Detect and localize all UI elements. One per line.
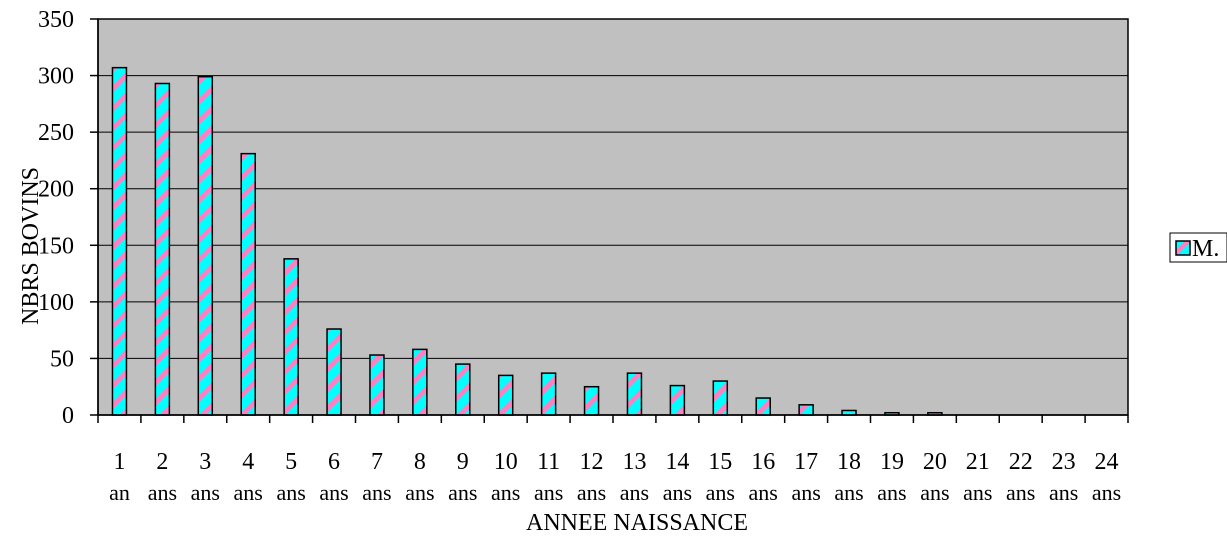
x-tick-label: 1 bbox=[113, 449, 125, 475]
x-tick-unit-label: ans bbox=[234, 480, 263, 505]
x-tick-label: 2 bbox=[156, 449, 168, 475]
bar bbox=[326, 328, 342, 416]
bar bbox=[798, 404, 814, 416]
x-tick-unit-label: ans bbox=[620, 480, 649, 505]
y-tick-label: 250 bbox=[38, 120, 74, 146]
x-tick-unit-label: ans bbox=[877, 480, 906, 505]
x-tick-label: 22 bbox=[1009, 449, 1033, 475]
bar bbox=[712, 380, 729, 416]
x-tick-unit-label: ans bbox=[963, 480, 992, 505]
y-tick-label: 0 bbox=[62, 403, 74, 429]
x-tick-unit-label: ans bbox=[405, 480, 434, 505]
x-tick-unit-label: ans bbox=[663, 480, 692, 505]
legend-swatch bbox=[1175, 240, 1191, 256]
gridlines bbox=[98, 75, 1128, 359]
x-tick-label: 5 bbox=[285, 449, 297, 475]
legend: M. bbox=[1169, 232, 1227, 263]
x-tick-unit-label: ans bbox=[491, 480, 520, 505]
x-tick-label: 17 bbox=[794, 449, 818, 475]
x-tick-unit-label: ans bbox=[749, 480, 778, 505]
y-tick-label: 100 bbox=[38, 290, 74, 316]
x-tick-unit-label: ans bbox=[834, 480, 863, 505]
bar bbox=[540, 372, 557, 416]
x-tick-label: 19 bbox=[880, 449, 904, 475]
bar bbox=[583, 385, 600, 416]
x-tick-labels: 1 an 2 ans 3 ans 4 ans 5 ans 6 ans 7 ans 8 ans 9 ans 10 ans… bbox=[109, 449, 1121, 505]
x-tick-label: 21 bbox=[966, 449, 990, 475]
x-tick-label: 9 bbox=[457, 449, 469, 475]
x-tick-unit-label: ans bbox=[276, 480, 305, 505]
x-axis-title: ANNEE NAISSANCE bbox=[526, 510, 748, 536]
x-tick-unit-label: ans bbox=[1092, 480, 1121, 505]
y-axis-title: NBRS BOVINS bbox=[18, 167, 44, 325]
bar bbox=[755, 397, 771, 416]
bar bbox=[240, 152, 256, 416]
bar bbox=[111, 66, 128, 416]
bar bbox=[283, 258, 299, 416]
bar bbox=[154, 82, 171, 416]
x-tick-label: 7 bbox=[371, 449, 383, 475]
x-tick-label: 4 bbox=[242, 449, 254, 475]
x-tick-unit-label: ans bbox=[148, 480, 177, 505]
y-tick-label: 50 bbox=[50, 346, 74, 372]
x-tick-unit-label: an bbox=[109, 480, 130, 505]
x-tick-unit-label: ans bbox=[920, 480, 949, 505]
x-tick-label: 12 bbox=[580, 449, 604, 475]
axes bbox=[90, 18, 1129, 423]
y-tick-label: 300 bbox=[38, 64, 74, 90]
x-tick-unit-label: ans bbox=[706, 480, 735, 505]
x-tick-label: 10 bbox=[494, 449, 518, 475]
x-tick-label: 24 bbox=[1095, 449, 1119, 475]
x-tick-unit-label: ans bbox=[448, 480, 477, 505]
x-tick-label: 14 bbox=[665, 449, 689, 475]
bar bbox=[626, 372, 643, 416]
y-tick-label: 150 bbox=[38, 233, 74, 259]
y-tick-label: 350 bbox=[38, 7, 74, 33]
x-tick-unit-label: ans bbox=[1006, 480, 1035, 505]
x-tick-unit-label: ans bbox=[577, 480, 606, 505]
x-tick-unit-label: ans bbox=[191, 480, 220, 505]
bar bbox=[455, 363, 471, 416]
x-tick-label: 13 bbox=[622, 449, 646, 475]
bar bbox=[197, 75, 214, 416]
x-tick-label: 20 bbox=[923, 449, 947, 475]
bar bbox=[412, 348, 428, 416]
x-tick-unit-label: ans bbox=[1049, 480, 1078, 505]
x-tick-unit-label: ans bbox=[362, 480, 391, 505]
bar bbox=[497, 374, 514, 416]
x-tick-label: 23 bbox=[1052, 449, 1076, 475]
x-tick-unit-label: ans bbox=[534, 480, 563, 505]
bar bbox=[669, 384, 686, 416]
x-tick-label: 15 bbox=[708, 449, 732, 475]
x-tick-label: 11 bbox=[537, 449, 560, 475]
plot-area bbox=[97, 18, 1129, 416]
bars bbox=[111, 66, 943, 416]
y-tick-label: 200 bbox=[38, 177, 74, 203]
x-tick-label: 18 bbox=[837, 449, 861, 475]
x-tick-unit-label: ans bbox=[791, 480, 820, 505]
x-tick-label: 6 bbox=[328, 449, 340, 475]
legend-label: M. bbox=[1192, 236, 1219, 262]
x-tick-label: 16 bbox=[751, 449, 775, 475]
x-tick-label: 3 bbox=[199, 449, 211, 475]
x-tick-label: 8 bbox=[414, 449, 426, 475]
x-tick-unit-label: ans bbox=[319, 480, 348, 505]
y-tick-labels: 0 50 100 150 200 250 300 350 bbox=[38, 7, 74, 429]
bar bbox=[369, 354, 385, 416]
